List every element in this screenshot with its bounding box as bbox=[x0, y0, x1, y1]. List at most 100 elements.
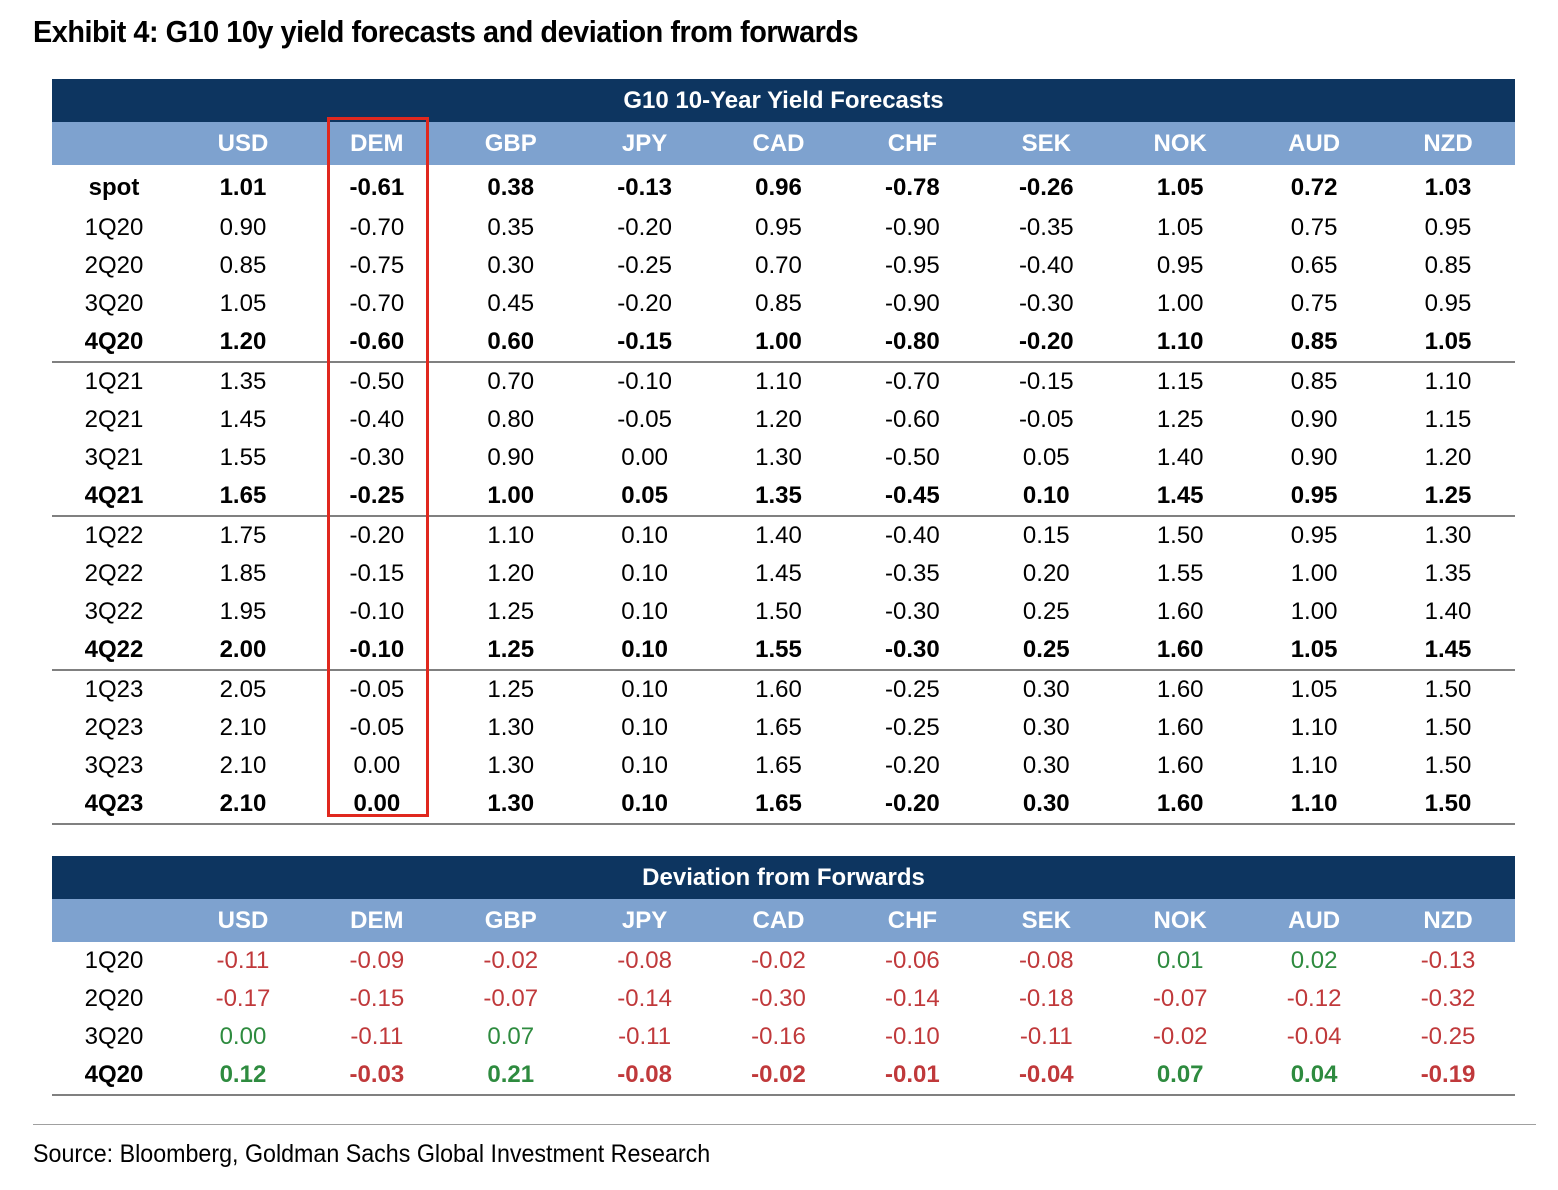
forecast-cell-nzd: 0.95 bbox=[1424, 214, 1472, 241]
forecast-cell-sek: -0.30 bbox=[1018, 290, 1074, 317]
deviation-row-label: 2Q20 bbox=[84, 985, 144, 1012]
forecast-cell-cad: 1.50 bbox=[755, 598, 802, 625]
forecast-cell-chf: -0.20 bbox=[885, 752, 940, 779]
forecast-cell-sek: -0.40 bbox=[1018, 252, 1074, 279]
bottom-divider bbox=[33, 1124, 1536, 1125]
forecast-cell-aud: 0.90 bbox=[1290, 444, 1338, 471]
deviation-cell-aud: 0.04 bbox=[1247, 1056, 1382, 1096]
forecast-cell-sek: -0.15 bbox=[1018, 368, 1074, 395]
deviation-cell-nok: -0.02 bbox=[1152, 1023, 1208, 1050]
forecast-cell-chf: -0.90 bbox=[885, 214, 940, 241]
forecast-cell-usd: 1.95 bbox=[219, 598, 267, 625]
forecast-cell-chf: -0.45 bbox=[845, 477, 980, 517]
forecast-cell-cad: 1.65 bbox=[711, 785, 846, 825]
forecast-cell-nzd: 1.20 bbox=[1424, 444, 1472, 471]
forecast-cell-gbp: 0.70 bbox=[487, 368, 535, 395]
forecast-cell-usd: 2.05 bbox=[219, 676, 267, 703]
source-note: Source: Bloomberg, Goldman Sachs Global … bbox=[33, 1140, 711, 1168]
forecast-row: 2Q23 2.10 -0.05 1.30 0.10 1.65 -0.25 0.30 1.60 1.… bbox=[52, 709, 1515, 747]
forecast-cell-gbp: 0.35 bbox=[487, 214, 535, 241]
forecast-row: spot 1.01 -0.61 0.38 -0.13 0.96 -0.78 -0.26 1.05… bbox=[52, 165, 1515, 209]
forecast-cell-cad: 1.45 bbox=[755, 560, 802, 587]
forecast-cell-dem: -0.75 bbox=[349, 252, 405, 279]
deviation-cell-chf: -0.14 bbox=[885, 985, 940, 1012]
forecast-row-label: 3Q22 bbox=[84, 598, 144, 625]
forecast-row: 1Q22 1.75 -0.20 1.10 0.10 1.40 -0.40 0.15 1.50 0.… bbox=[52, 516, 1515, 555]
forecast-header-jpy: JPY bbox=[577, 122, 712, 165]
forecast-cell-sek: 0.10 bbox=[979, 477, 1114, 517]
forecast-row: 2Q21 1.45 -0.40 0.80 -0.05 1.20 -0.60 -0.05 1.25… bbox=[52, 401, 1515, 439]
deviation-cell-dem: -0.15 bbox=[349, 985, 405, 1012]
forecast-cell-usd: 0.90 bbox=[219, 214, 267, 241]
forecast-cell-aud: 0.75 bbox=[1290, 290, 1338, 317]
deviation-header-aud: AUD bbox=[1247, 899, 1382, 942]
forecast-cell-aud: 1.05 bbox=[1247, 631, 1382, 671]
forecast-cell-nzd: 1.50 bbox=[1424, 676, 1472, 703]
forecast-header-gbp: GBP bbox=[443, 122, 578, 165]
forecast-row: 3Q20 1.05 -0.70 0.45 -0.20 0.85 -0.90 -0.30 1.00… bbox=[52, 285, 1515, 323]
forecast-cell-chf: -0.20 bbox=[845, 785, 980, 825]
forecast-cell-sek: -0.20 bbox=[979, 323, 1114, 363]
deviation-row-label: 4Q20 bbox=[52, 1056, 176, 1096]
forecast-cell-nzd: 1.50 bbox=[1424, 714, 1472, 741]
deviation-cell-sek: -0.08 bbox=[1018, 947, 1074, 974]
forecast-row: 1Q21 1.35 -0.50 0.70 -0.10 1.10 -0.70 -0.15 1.15… bbox=[52, 362, 1515, 401]
forecast-row: 3Q23 2.10 0.00 1.30 0.10 1.65 -0.20 0.30 1.60 1.1… bbox=[52, 747, 1515, 785]
deviation-row: 1Q20 -0.11 -0.09 -0.02 -0.08 -0.02 -0.06 -0.08 0… bbox=[52, 942, 1515, 980]
forecast-cell-gbp: 0.38 bbox=[487, 174, 535, 201]
deviation-row-label: 1Q20 bbox=[84, 947, 144, 974]
forecast-cell-cad: 1.00 bbox=[711, 323, 846, 363]
forecast-cell-nok: 1.00 bbox=[1156, 290, 1204, 317]
forecast-cell-jpy: 0.10 bbox=[577, 631, 712, 671]
forecast-row-label: 2Q23 bbox=[84, 714, 144, 741]
forecast-cell-chf: -0.80 bbox=[845, 323, 980, 363]
forecast-cell-nzd: 1.40 bbox=[1424, 598, 1472, 625]
forecast-header-blank bbox=[52, 122, 176, 165]
forecast-cell-cad: 0.85 bbox=[755, 290, 802, 317]
forecast-cell-cad: 1.30 bbox=[755, 444, 802, 471]
deviation-row: 2Q20 -0.17 -0.15 -0.07 -0.14 -0.30 -0.14 -0.18 -… bbox=[52, 980, 1515, 1018]
forecast-cell-usd: 2.10 bbox=[219, 752, 267, 779]
forecast-cell-cad: 1.65 bbox=[755, 752, 802, 779]
deviation-cell-aud: 0.02 bbox=[1290, 947, 1338, 974]
forecast-cell-jpy: 0.10 bbox=[621, 522, 668, 549]
deviation-cell-dem: -0.11 bbox=[350, 1023, 404, 1050]
deviation-table: Deviation from Forwards USD DEM GBP JPY CAD C… bbox=[52, 856, 1516, 1096]
forecast-cell-usd: 2.10 bbox=[219, 714, 267, 741]
forecast-cell-jpy: 0.10 bbox=[621, 714, 668, 741]
forecast-cell-gbp: 1.10 bbox=[487, 522, 535, 549]
forecast-cell-gbp: 0.80 bbox=[487, 406, 535, 433]
forecast-cell-nzd: 0.95 bbox=[1424, 290, 1472, 317]
deviation-header-blank bbox=[52, 899, 176, 942]
forecast-cell-nzd: 1.03 bbox=[1424, 174, 1472, 201]
deviation-cell-chf: -0.10 bbox=[885, 1023, 940, 1050]
forecast-row: 4Q22 2.00 -0.10 1.25 0.10 1.55 -0.30 0.25 1.60 1.… bbox=[52, 631, 1515, 671]
exhibit-title: Exhibit 4: G10 10y yield forecasts and d… bbox=[33, 14, 859, 49]
forecast-cell-jpy: 0.00 bbox=[621, 444, 668, 471]
deviation-table-title: Deviation from Forwards bbox=[52, 856, 1516, 899]
forecast-cell-cad: 0.95 bbox=[755, 214, 802, 241]
forecast-cell-nzd: 0.85 bbox=[1424, 252, 1472, 279]
deviation-cell-cad: -0.02 bbox=[711, 1056, 846, 1096]
forecast-cell-dem: -0.20 bbox=[349, 522, 405, 549]
forecast-cell-nzd: 1.50 bbox=[1381, 785, 1515, 825]
forecast-cell-nzd: 1.30 bbox=[1424, 522, 1472, 549]
deviation-cell-gbp: 0.21 bbox=[443, 1056, 578, 1096]
forecast-cell-jpy: -0.15 bbox=[577, 323, 712, 363]
forecast-cell-aud: 0.85 bbox=[1247, 323, 1382, 363]
forecast-cell-gbp: 0.45 bbox=[487, 290, 535, 317]
deviation-header-sek: SEK bbox=[979, 899, 1114, 942]
forecast-cell-aud: 0.72 bbox=[1290, 174, 1338, 201]
forecast-cell-jpy: -0.05 bbox=[617, 406, 672, 433]
deviation-header-usd: USD bbox=[176, 899, 310, 942]
forecast-row: 4Q23 2.10 0.00 1.30 0.10 1.65 -0.20 0.30 1.60 1.1… bbox=[52, 785, 1515, 825]
forecast-row: 3Q22 1.95 -0.10 1.25 0.10 1.50 -0.30 0.25 1.60 1.… bbox=[52, 593, 1515, 631]
forecast-cell-nzd: 1.25 bbox=[1381, 477, 1515, 517]
forecast-row-label: 1Q20 bbox=[84, 214, 144, 241]
forecast-header-nzd: NZD bbox=[1381, 122, 1515, 165]
forecast-cell-dem: -0.60 bbox=[309, 323, 444, 363]
deviation-cell-sek: -0.04 bbox=[979, 1056, 1114, 1096]
forecast-table-title: G10 10-Year Yield Forecasts bbox=[52, 79, 1515, 122]
forecast-header-aud: AUD bbox=[1247, 122, 1382, 165]
forecast-cell-nzd: 1.50 bbox=[1424, 752, 1472, 779]
